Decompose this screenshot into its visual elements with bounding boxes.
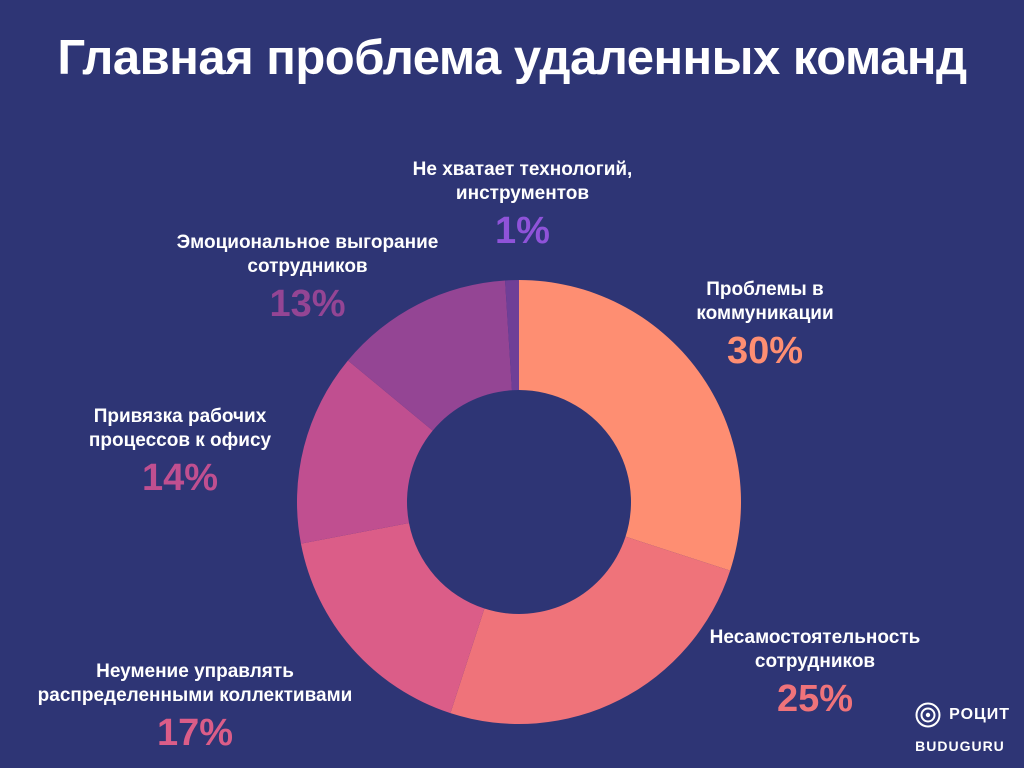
slice-pct-3: 14% <box>141 457 219 499</box>
slice-label-0: Проблемы в коммуникации 30% <box>660 278 870 373</box>
slice-name-1: Несамостоятельность сотрудников <box>709 627 921 672</box>
donut-slice-3 <box>297 360 433 544</box>
slice-label-2: Неумение управлять распределенными колле… <box>20 660 370 755</box>
brand-sub-text: BUDUGURU <box>915 738 1005 754</box>
slice-pct-4: 13% <box>269 283 346 325</box>
chart-title: Главная проблема удаленных команд <box>57 31 967 85</box>
rocit-logo-icon <box>915 702 941 728</box>
slice-pct-2: 17% <box>156 712 234 754</box>
brand-logo-text: РОЦИТ <box>949 706 1010 723</box>
slice-label-3: Привязка рабочих процессов к офису 14% <box>75 405 285 500</box>
donut-slice-2 <box>300 522 485 714</box>
slice-name-3: Привязка рабочих процессов к офису <box>88 406 272 451</box>
donut-slice-0 <box>519 280 741 571</box>
slice-pct-1: 25% <box>776 678 854 720</box>
slice-name-2: Неумение управлять распределенными колле… <box>37 661 353 706</box>
slice-label-1: Несамостоятельность сотрудников 25% <box>700 626 930 721</box>
slice-name-0: Проблемы в коммуникации <box>696 279 834 324</box>
donut-slice-5 <box>505 280 519 391</box>
slice-pct-5: 1% <box>495 210 550 252</box>
donut-slice-1 <box>450 536 731 724</box>
slice-pct-0: 30% <box>726 330 804 372</box>
slice-name-4: Эмоциональное выгорание сотрудников <box>176 232 439 277</box>
slice-name-5: Не хватает технологий, инструментов <box>412 159 633 204</box>
slice-label-5: Не хватает технологий, инструментов 1% <box>400 158 645 253</box>
slice-label-4: Эмоциональное выгорание сотрудников 13% <box>170 231 445 326</box>
donut-slice-4 <box>347 280 512 431</box>
brand-block: РОЦИТ BUDUGURU <box>915 702 1010 754</box>
